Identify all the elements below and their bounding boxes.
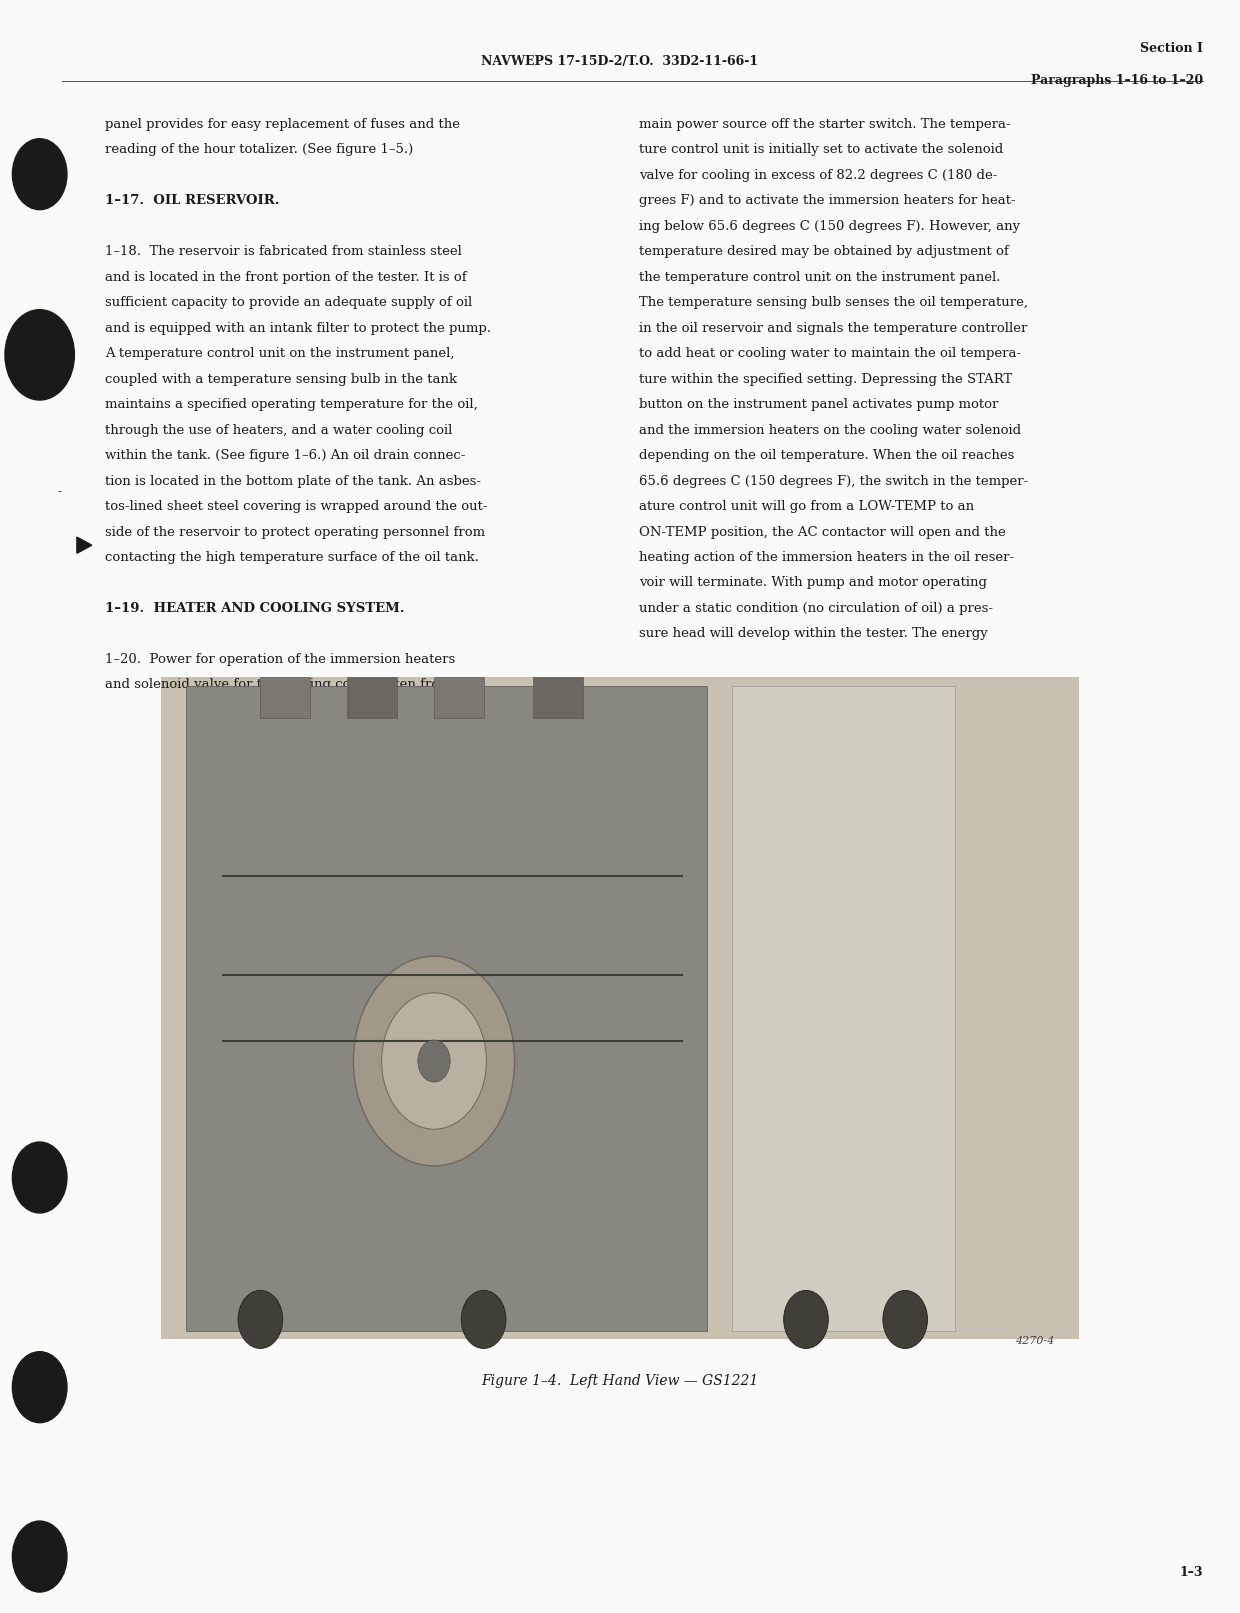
Bar: [732, 686, 955, 1331]
Text: tos-lined sheet steel covering is wrapped around the out-: tos-lined sheet steel covering is wrappe…: [105, 500, 487, 513]
Circle shape: [5, 310, 74, 400]
Text: contacting the high temperature surface of the oil tank.: contacting the high temperature surface …: [105, 552, 480, 565]
Text: The temperature sensing bulb senses the oil temperature,: The temperature sensing bulb senses the …: [639, 297, 1028, 310]
Text: tion is located in the bottom plate of the tank. An asbes-: tion is located in the bottom plate of t…: [105, 474, 481, 487]
Text: ing below 65.6 degrees C (150 degrees F). However, any: ing below 65.6 degrees C (150 degrees F)…: [639, 219, 1019, 232]
Circle shape: [238, 1290, 283, 1348]
Text: sure head will develop within the tester. The energy: sure head will develop within the tester…: [639, 627, 987, 640]
Circle shape: [784, 1290, 828, 1348]
Text: ON-TEMP position, the AC contactor will open and the: ON-TEMP position, the AC contactor will …: [639, 526, 1006, 539]
Text: NAVWEPS 17-15D-2/T.O.  33D2-11-66-1: NAVWEPS 17-15D-2/T.O. 33D2-11-66-1: [481, 55, 759, 68]
Text: sufficient capacity to provide an adequate supply of oil: sufficient capacity to provide an adequa…: [105, 297, 472, 310]
Circle shape: [12, 1521, 67, 1592]
Circle shape: [12, 1142, 67, 1213]
Text: panel provides for easy replacement of fuses and the: panel provides for easy replacement of f…: [105, 118, 460, 131]
Text: reading of the hour totalizer. (See figure 1–5.): reading of the hour totalizer. (See figu…: [105, 144, 414, 156]
Bar: [533, 677, 583, 718]
Text: Figure 1–4.  Left Hand View — GS1221: Figure 1–4. Left Hand View — GS1221: [481, 1374, 759, 1389]
Text: ature control unit will go from a LOW-TEMP to an: ature control unit will go from a LOW-TE…: [639, 500, 973, 513]
Text: temperature desired may be obtained by adjustment of: temperature desired may be obtained by a…: [639, 245, 1008, 258]
Text: Section I: Section I: [1140, 42, 1203, 55]
Text: to add heat or cooling water to maintain the oil tempera-: to add heat or cooling water to maintain…: [639, 347, 1021, 360]
Text: 1–19.  HEATER AND COOLING SYSTEM.: 1–19. HEATER AND COOLING SYSTEM.: [105, 602, 405, 615]
Text: voir will terminate. With pump and motor operating: voir will terminate. With pump and motor…: [639, 576, 987, 589]
Text: side of the reservoir to protect operating personnel from: side of the reservoir to protect operati…: [105, 526, 486, 539]
Text: ture within the specified setting. Depressing the START: ture within the specified setting. Depre…: [639, 373, 1012, 386]
Text: and is located in the front portion of the tester. It is of: and is located in the front portion of t…: [105, 271, 467, 284]
Text: 1–18.  The reservoir is fabricated from stainless steel: 1–18. The reservoir is fabricated from s…: [105, 245, 463, 258]
Bar: [186, 686, 707, 1331]
Text: Paragraphs 1–16 to 1–20: Paragraphs 1–16 to 1–20: [1030, 74, 1203, 87]
Text: A temperature control unit on the instrument panel,: A temperature control unit on the instru…: [105, 347, 455, 360]
Circle shape: [418, 1040, 450, 1082]
Text: 4270-4: 4270-4: [1014, 1336, 1054, 1345]
Bar: [347, 677, 397, 718]
Text: under a static condition (no circulation of oil) a pres-: under a static condition (no circulation…: [639, 602, 992, 615]
Circle shape: [883, 1290, 928, 1348]
Text: 1–17.  OIL RESERVOIR.: 1–17. OIL RESERVOIR.: [105, 194, 280, 206]
Text: main power source off the starter switch. The tempera-: main power source off the starter switch…: [639, 118, 1011, 131]
Circle shape: [12, 1352, 67, 1423]
Text: in the oil reservoir and signals the temperature controller: in the oil reservoir and signals the tem…: [639, 321, 1027, 334]
Text: the temperature control unit on the instrument panel.: the temperature control unit on the inst…: [639, 271, 1001, 284]
Text: ture control unit is initially set to activate the solenoid: ture control unit is initially set to ac…: [639, 144, 1003, 156]
Text: 65.6 degrees C (150 degrees F), the switch in the temper-: 65.6 degrees C (150 degrees F), the swit…: [639, 474, 1028, 487]
Circle shape: [353, 957, 515, 1166]
Text: within the tank. (See figure 1–6.) An oil drain connec-: within the tank. (See figure 1–6.) An oi…: [105, 448, 466, 461]
Text: grees F) and to activate the immersion heaters for heat-: grees F) and to activate the immersion h…: [639, 194, 1016, 206]
Text: and the immersion heaters on the cooling water solenoid: and the immersion heaters on the cooling…: [639, 424, 1021, 437]
FancyBboxPatch shape: [161, 677, 1079, 1339]
Text: and solenoid valve for the cooling coil is taken from the: and solenoid valve for the cooling coil …: [105, 679, 477, 692]
Text: coupled with a temperature sensing bulb in the tank: coupled with a temperature sensing bulb …: [105, 373, 458, 386]
Bar: [434, 677, 484, 718]
Text: depending on the oil temperature. When the oil reaches: depending on the oil temperature. When t…: [639, 448, 1014, 461]
Text: heating action of the immersion heaters in the oil reser-: heating action of the immersion heaters …: [639, 552, 1014, 565]
Text: valve for cooling in excess of 82.2 degrees C (180 de-: valve for cooling in excess of 82.2 degr…: [639, 169, 997, 182]
Text: and is equipped with an intank filter to protect the pump.: and is equipped with an intank filter to…: [105, 321, 491, 334]
Circle shape: [382, 994, 486, 1129]
Text: -: -: [57, 486, 62, 498]
Bar: [260, 677, 310, 718]
Circle shape: [12, 139, 67, 210]
Polygon shape: [77, 537, 92, 553]
Circle shape: [461, 1290, 506, 1348]
Text: button on the instrument panel activates pump motor: button on the instrument panel activates…: [639, 398, 998, 411]
Text: 1–20.  Power for operation of the immersion heaters: 1–20. Power for operation of the immersi…: [105, 653, 455, 666]
Text: 1–3: 1–3: [1179, 1566, 1203, 1579]
Text: maintains a specified operating temperature for the oil,: maintains a specified operating temperat…: [105, 398, 479, 411]
Text: through the use of heaters, and a water cooling coil: through the use of heaters, and a water …: [105, 424, 453, 437]
